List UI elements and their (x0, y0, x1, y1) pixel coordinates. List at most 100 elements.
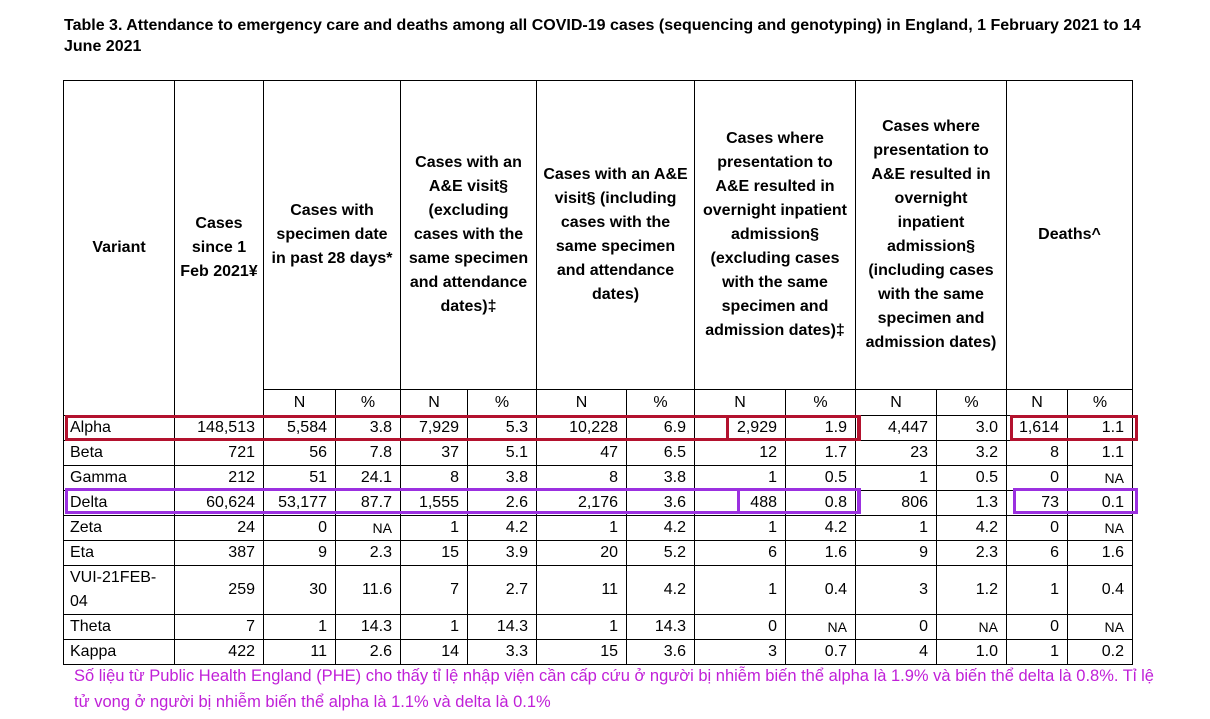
value-cell: 8 (400, 465, 468, 491)
header-cases-since: Cases since 1 Feb 2021¥ (174, 80, 264, 416)
value-cell: 11.6 (335, 565, 401, 615)
value-cell: 0.7 (785, 639, 856, 665)
value-cell: 1.2 (936, 565, 1007, 615)
value-cell: 3.9 (467, 540, 537, 566)
value-cell: 2,929 (694, 415, 786, 441)
value-cell: 1 (694, 465, 786, 491)
value-cell: 212 (174, 465, 264, 491)
variant-cell: Beta (63, 440, 175, 466)
subheader-n: N (536, 389, 627, 416)
value-cell: 3.2 (936, 440, 1007, 466)
value-cell: 8 (536, 465, 627, 491)
value-cell: 11 (536, 565, 627, 615)
header-ae-excluding: Cases with an A&E visit§ (excluding case… (400, 80, 537, 390)
value-cell: 1.9 (785, 415, 856, 441)
value-cell: 721 (174, 440, 264, 466)
value-cell: NA (785, 614, 856, 640)
value-cell: 2.3 (335, 540, 401, 566)
value-cell: 0.1 (1067, 490, 1133, 516)
value-cell: 0 (1006, 465, 1068, 491)
value-cell: 806 (855, 490, 937, 516)
value-cell: 5.1 (467, 440, 537, 466)
value-cell: 5.3 (467, 415, 537, 441)
subheader-n: N (400, 389, 468, 416)
value-cell: NA (1067, 614, 1133, 640)
value-cell: 15 (536, 639, 627, 665)
value-cell: 24.1 (335, 465, 401, 491)
data-table: Variant Cases since 1 Feb 2021¥ Cases wi… (63, 80, 1133, 665)
value-cell: 37 (400, 440, 468, 466)
value-cell: 4.2 (785, 515, 856, 541)
value-cell: 1.6 (785, 540, 856, 566)
value-cell: 53,177 (263, 490, 336, 516)
value-cell: 1 (536, 515, 627, 541)
value-cell: 87.7 (335, 490, 401, 516)
value-cell: 23 (855, 440, 937, 466)
value-cell: 0 (1006, 515, 1068, 541)
variant-cell: Theta (63, 614, 175, 640)
value-cell: 6 (1006, 540, 1068, 566)
value-cell: 8 (1006, 440, 1068, 466)
value-cell: 1 (1006, 639, 1068, 665)
value-cell: 422 (174, 639, 264, 665)
value-cell: 4.2 (936, 515, 1007, 541)
table-row: Alpha 148,513 5,584 3.8 7,929 5.3 10,228 6.9 2,9… (63, 415, 1133, 441)
table-row: Gamma 212 51 24.1 8 3.8 8 3.8 1 0.5 1 0.5 0 NA (63, 465, 1133, 491)
value-cell: 2.6 (335, 639, 401, 665)
table-container: Variant Cases since 1 Feb 2021¥ Cases wi… (63, 80, 1133, 665)
subheader-pct: % (335, 389, 401, 416)
value-cell: 4,447 (855, 415, 937, 441)
value-cell: 0.8 (785, 490, 856, 516)
variant-cell: Gamma (63, 465, 175, 491)
variant-cell: Delta (63, 490, 175, 516)
value-cell: NA (1067, 515, 1133, 541)
value-cell: 1 (1006, 565, 1068, 615)
value-cell: 73 (1006, 490, 1068, 516)
value-cell: 9 (263, 540, 336, 566)
value-cell: 1.0 (936, 639, 1007, 665)
value-cell: 14.3 (467, 614, 537, 640)
variant-cell: Eta (63, 540, 175, 566)
value-cell: 1 (694, 515, 786, 541)
value-cell: 3.6 (626, 639, 695, 665)
value-cell: 3.3 (467, 639, 537, 665)
header-admission-excluding: Cases where presentation to A&E resulted… (694, 80, 856, 390)
value-cell: 6.5 (626, 440, 695, 466)
value-cell: 20 (536, 540, 627, 566)
value-cell: 4 (855, 639, 937, 665)
value-cell: 7.8 (335, 440, 401, 466)
value-cell: 10,228 (536, 415, 627, 441)
variant-cell: Alpha (63, 415, 175, 441)
value-cell: 0 (263, 515, 336, 541)
value-cell: 1 (536, 614, 627, 640)
value-cell: 14 (400, 639, 468, 665)
value-cell: 60,624 (174, 490, 264, 516)
value-cell: 5.2 (626, 540, 695, 566)
value-cell: 1,614 (1006, 415, 1068, 441)
value-cell: 7 (400, 565, 468, 615)
value-cell: 3.0 (936, 415, 1007, 441)
header-admission-including: Cases where presentation to A&E resulted… (855, 80, 1007, 390)
header-ae-including: Cases with an A&E visit§ (including case… (536, 80, 695, 390)
value-cell: 387 (174, 540, 264, 566)
table-row: Zeta 24 0 NA 1 4.2 1 4.2 1 4.2 1 4.2 0 NA (63, 515, 1133, 541)
subheader-pct: % (936, 389, 1007, 416)
value-cell: 4.2 (467, 515, 537, 541)
table-row: Kappa 422 11 2.6 14 3.3 15 3.6 3 0.7 4 1.0 1 0.2 (63, 639, 1133, 665)
value-cell: 15 (400, 540, 468, 566)
value-cell: 1 (400, 614, 468, 640)
value-cell: 3.8 (626, 465, 695, 491)
header-deaths: Deaths^ (1006, 80, 1133, 390)
subheader-n: N (694, 389, 786, 416)
table-row: Delta 60,624 53,177 87.7 1,555 2.6 2,176 3.6 488… (63, 490, 1133, 516)
value-cell: 6 (694, 540, 786, 566)
value-cell: 2.7 (467, 565, 537, 615)
value-cell: 3.6 (626, 490, 695, 516)
header-variant: Variant (63, 80, 175, 416)
value-cell: 4.2 (626, 565, 695, 615)
value-cell: 56 (263, 440, 336, 466)
value-cell: 1,555 (400, 490, 468, 516)
value-cell: 259 (174, 565, 264, 615)
subheader-row: N % N % N % N % N % N % (63, 389, 1133, 416)
value-cell: NA (335, 515, 401, 541)
